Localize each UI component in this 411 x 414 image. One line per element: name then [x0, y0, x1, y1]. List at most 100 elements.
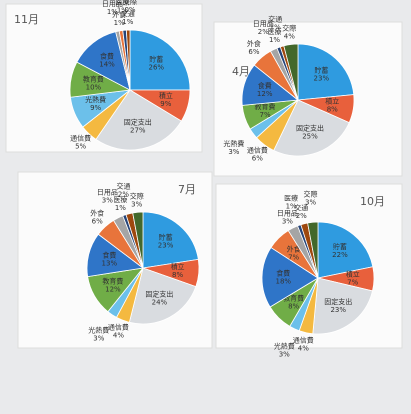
pie-slice	[317, 221, 374, 279]
chart-title: 11月	[14, 13, 39, 26]
slice-label: 貯蓄	[159, 233, 173, 242]
slice-label: 医療	[115, 0, 129, 6]
slice-label: 医療	[113, 195, 127, 204]
slice-label: 外食	[112, 10, 126, 19]
slice-value-label: 3%	[305, 198, 316, 206]
slice-value-label: 1%	[286, 203, 297, 211]
slice-value-label: 1%	[270, 23, 281, 31]
slice-value-label: 2%	[296, 212, 307, 220]
slice-value-label: 10%	[86, 83, 102, 91]
slice-label: 食費	[102, 251, 116, 260]
pie-slice	[273, 99, 350, 157]
slice-label: 積立	[325, 97, 339, 106]
slice-label: 外食	[90, 209, 104, 218]
pie-slice	[132, 211, 144, 269]
slice-value-label: 1%	[107, 8, 118, 16]
slice-label: 教育費	[102, 276, 123, 285]
slice-label: 固定支出	[145, 290, 173, 299]
slice-value-label: 27%	[130, 126, 146, 134]
slice-label: 固定支出	[124, 117, 152, 126]
slice-value-label: 1%	[115, 204, 126, 212]
slice-label: 光熱費	[223, 139, 244, 148]
slice-label: 交際	[130, 191, 144, 200]
slice-label: 食費	[276, 268, 290, 277]
slice-value-label: 2%	[118, 190, 129, 198]
slice-label: 日用品	[102, 0, 123, 8]
slice-label: 交際	[282, 24, 296, 33]
slice-value-label: 4%	[113, 331, 124, 339]
pie-slice	[307, 221, 319, 279]
slice-label: 外食	[287, 244, 301, 253]
slice-value-label: 7%	[288, 253, 299, 261]
pie-slice	[129, 29, 191, 91]
slice-value-label: 9%	[160, 100, 171, 108]
slice-value-label: 8%	[327, 106, 338, 114]
slice-value-label: 4%	[284, 33, 295, 41]
slice-value-label: 3%	[102, 196, 113, 204]
slice-value-label: 3%	[279, 351, 290, 359]
slice-value-label: 5%	[75, 142, 86, 150]
slice-value-label: 24%	[152, 299, 168, 307]
slice-value-label: 4%	[298, 344, 309, 352]
pie-slice	[297, 43, 355, 101]
slice-value-label: 1%	[114, 19, 125, 27]
slice-value-label: 9%	[90, 104, 101, 112]
slice-value-label: 3%	[282, 217, 293, 225]
slice-label: 教育費	[255, 102, 276, 111]
slice-label: 交通	[116, 181, 130, 190]
pie-slice	[142, 211, 199, 269]
slice-value-label: 2%	[258, 28, 269, 36]
slice-value-label: 22%	[332, 251, 348, 259]
pie-slice	[125, 29, 131, 91]
slice-label: 固定支出	[324, 297, 352, 306]
slice-value-label: 1%	[122, 18, 133, 26]
slice-label: 貯蓄	[333, 242, 347, 251]
slice-label: 通信費	[108, 322, 129, 331]
slice-label: 積立	[171, 262, 185, 271]
slice-value-label: 6%	[92, 218, 103, 226]
slice-label: 積立	[346, 270, 360, 279]
slice-value-label: 25%	[302, 133, 318, 141]
slice-value-label: 12%	[257, 90, 273, 98]
pie-slice	[283, 43, 299, 101]
slice-label: 通信費	[247, 145, 268, 154]
slice-value-label: 23%	[314, 74, 330, 82]
pie-slice	[128, 267, 197, 325]
slice-value-label: 18%	[276, 277, 292, 285]
slice-label: 光熱費	[88, 326, 109, 335]
slice-label: 貯蓄	[149, 55, 163, 64]
slice-value-label: 6%	[252, 154, 263, 162]
slice-label: 交際	[123, 0, 137, 6]
slice-value-label: 23%	[158, 242, 174, 250]
slice-value-label: 23%	[330, 306, 346, 314]
slice-label: 通信費	[70, 133, 91, 142]
slice-value-label: 3%	[228, 148, 239, 156]
slice-label: 貯蓄	[314, 65, 328, 74]
slice-label: 交際	[304, 189, 318, 198]
slice-label: 光熱費	[85, 95, 106, 104]
slice-label: 固定支出	[296, 124, 324, 133]
slice-value-label: 1%	[117, 6, 128, 14]
chart-title: 10月	[360, 195, 385, 208]
slice-value-label: 6%	[248, 48, 259, 56]
slice-label: 外食	[247, 39, 261, 48]
chart-title: 4月	[232, 65, 250, 78]
chart-title: 7月	[178, 183, 196, 196]
slice-value-label: 0%	[124, 6, 135, 14]
slice-label: 日用品	[277, 209, 298, 217]
slice-label: 交通	[294, 203, 308, 212]
slice-value-label: 12%	[105, 285, 121, 293]
slice-label: 積立	[159, 91, 173, 100]
slice-label: 日用品	[97, 188, 118, 196]
slice-value-label: 26%	[149, 64, 165, 72]
slice-label: 日用品	[253, 20, 274, 28]
slice-value-label: 1%	[269, 36, 280, 44]
slice-label: 食費	[100, 52, 114, 61]
slice-label: 食費	[258, 81, 272, 90]
slice-value-label: 14%	[99, 61, 115, 69]
slice-value-label: 3%	[93, 335, 104, 343]
slice-label: 光熱費	[274, 342, 295, 351]
pie-slice	[95, 89, 182, 151]
pie-slice	[261, 246, 319, 308]
